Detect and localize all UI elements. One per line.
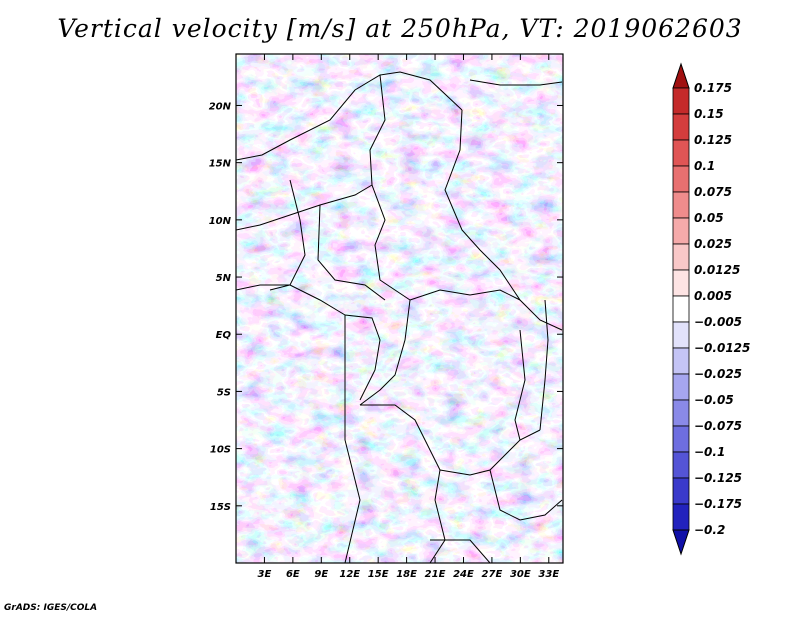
colorbar-segment	[672, 87, 690, 115]
colorbar-label: 0.05	[694, 211, 724, 225]
lon-tick-label: 15E	[368, 569, 389, 580]
colorbar-segment	[672, 347, 690, 375]
credit-label: GrADS: IGES/COLA	[4, 603, 98, 613]
lon-tick-label: 24E	[453, 569, 474, 580]
lon-tick-label: 33E	[538, 569, 559, 580]
country-borders	[236, 71, 563, 563]
lat-tick-label: 10N	[209, 216, 232, 227]
colorbar-segment	[672, 243, 690, 271]
colorbar-segment	[672, 425, 690, 453]
colorbar-label: −0.1	[694, 445, 725, 459]
lon-tick-label: 6E	[286, 569, 300, 580]
colorbar-label: −0.025	[694, 367, 742, 381]
colorbar-label: −0.175	[694, 497, 742, 511]
colorbar-segment	[672, 269, 690, 297]
colorbar-label: −0.125	[694, 471, 742, 485]
lon-tick-label: 9E	[314, 569, 328, 580]
colorbar-label: 0.005	[694, 289, 732, 303]
colorbar-label: 0.0125	[694, 263, 740, 277]
colorbar-segment	[672, 451, 690, 479]
chart-title: Vertical velocity [m/s] at 250hPa, VT: 2…	[57, 14, 743, 43]
lat-tick-label: 20N	[209, 101, 232, 112]
colorbar-label: 0.15	[694, 107, 724, 121]
colorbar-segment	[672, 165, 690, 193]
colorbar-segment	[672, 139, 690, 167]
colorbar-label: 0.025	[694, 237, 732, 251]
lat-tick-label: 5N	[216, 273, 232, 284]
colorbar-label: 0.1	[694, 159, 715, 173]
map-frame	[235, 53, 564, 564]
longitude-axis: 3E 6E 9E 12E 15E 18E 21E 24E 27E 30E 33E	[258, 54, 559, 580]
lon-tick-label: 27E	[482, 569, 503, 580]
colorbar-segment	[672, 217, 690, 245]
colorbar-label: −0.2	[694, 523, 725, 537]
lon-tick-label: 18E	[396, 569, 417, 580]
colorbar-label: 0.125	[694, 133, 732, 147]
lon-tick-label: 12E	[339, 569, 360, 580]
colorbar-label: −0.05	[694, 393, 734, 407]
lat-tick-label: EQ	[216, 330, 232, 341]
lon-tick-label: 3E	[258, 569, 272, 580]
lon-tick-label: 30E	[510, 569, 531, 580]
latitude-axis: 20N 15N 10N 5N EQ 5S 10S 15S	[209, 101, 563, 513]
colorbar-bottom-arrow	[672, 529, 690, 556]
velocity-field	[236, 54, 563, 563]
colorbar-segment	[672, 477, 690, 505]
colorbar-segment	[672, 399, 690, 427]
lat-tick-label: 15N	[209, 159, 232, 170]
colorbar-segment	[672, 373, 690, 401]
colorbar-segment	[672, 321, 690, 349]
colorbar-label: −0.0125	[694, 341, 750, 355]
lat-tick-label: 15S	[210, 502, 231, 513]
colorbar-label: −0.005	[694, 315, 742, 329]
lon-tick-label: 21E	[425, 569, 446, 580]
colorbar-label: −0.075	[694, 419, 742, 433]
colorbar-label: 0.075	[694, 185, 732, 199]
colorbar-segment	[672, 113, 690, 141]
colorbar: 0.175 0.15 0.125 0.1 0.075 0.05 0.025 0.0125 0.0…	[672, 62, 750, 556]
colorbar-segment	[672, 503, 690, 531]
lat-tick-label: 5S	[217, 387, 231, 398]
colorbar-segment	[672, 295, 690, 323]
colorbar-segment	[672, 191, 690, 219]
lat-tick-label: 10S	[210, 445, 231, 456]
colorbar-top-arrow	[672, 62, 690, 89]
colorbar-label: 0.175	[694, 81, 732, 95]
